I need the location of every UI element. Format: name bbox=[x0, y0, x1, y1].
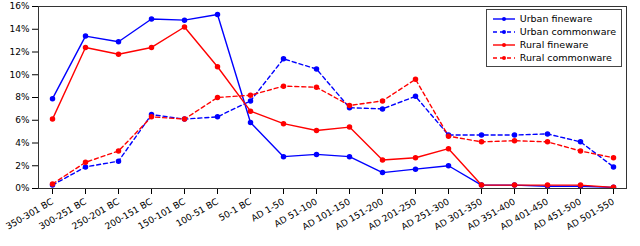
svg-text:0%: 0% bbox=[15, 183, 30, 193]
svg-text:AD 101-150: AD 101-150 bbox=[300, 196, 352, 232]
svg-text:8%: 8% bbox=[15, 92, 30, 102]
svg-text:16%: 16% bbox=[9, 1, 29, 11]
svg-text:150-101 BC: 150-101 BC bbox=[136, 196, 187, 232]
svg-text:AD 451-500: AD 451-500 bbox=[531, 196, 583, 232]
svg-text:6%: 6% bbox=[15, 115, 30, 125]
svg-text:200-151 BC: 200-151 BC bbox=[103, 196, 154, 232]
svg-text:14%: 14% bbox=[9, 24, 29, 34]
svg-text:AD 401-450: AD 401-450 bbox=[498, 196, 550, 232]
svg-text:300-251 BC: 300-251 BC bbox=[37, 196, 88, 232]
svg-text:12%: 12% bbox=[9, 47, 29, 57]
svg-text:AD 51-100: AD 51-100 bbox=[272, 196, 319, 230]
html-text:Rural commonware: Rural commonware bbox=[519, 52, 612, 63]
svg-text:50-1 BC: 50-1 BC bbox=[217, 197, 253, 223]
svg-text:350-301 BC: 350-301 BC bbox=[4, 196, 55, 232]
svg-text:10%: 10% bbox=[9, 70, 29, 80]
svg-text:100-51 BC: 100-51 BC bbox=[174, 197, 220, 229]
svg-text:AD 1-50: AD 1-50 bbox=[249, 196, 286, 224]
html-text:Urban commonware: Urban commonware bbox=[519, 26, 616, 37]
svg-text:4%: 4% bbox=[15, 138, 30, 148]
svg-text:AD 501-550: AD 501-550 bbox=[565, 196, 617, 232]
svg-text:250-201 BC: 250-201 BC bbox=[70, 196, 121, 232]
html-text:Urban fineware: Urban fineware bbox=[519, 13, 593, 24]
html-text:Rural fineware: Rural fineware bbox=[519, 39, 589, 50]
svg-text:AD 151-200: AD 151-200 bbox=[333, 196, 385, 232]
svg-text:2%: 2% bbox=[15, 161, 30, 171]
svg-text:AD 201-250: AD 201-250 bbox=[366, 196, 418, 232]
svg-text:AD 301-350: AD 301-350 bbox=[432, 196, 484, 232]
svg-text:AD 251-300: AD 251-300 bbox=[399, 196, 451, 232]
svg-text:AD 351-400: AD 351-400 bbox=[465, 196, 517, 232]
